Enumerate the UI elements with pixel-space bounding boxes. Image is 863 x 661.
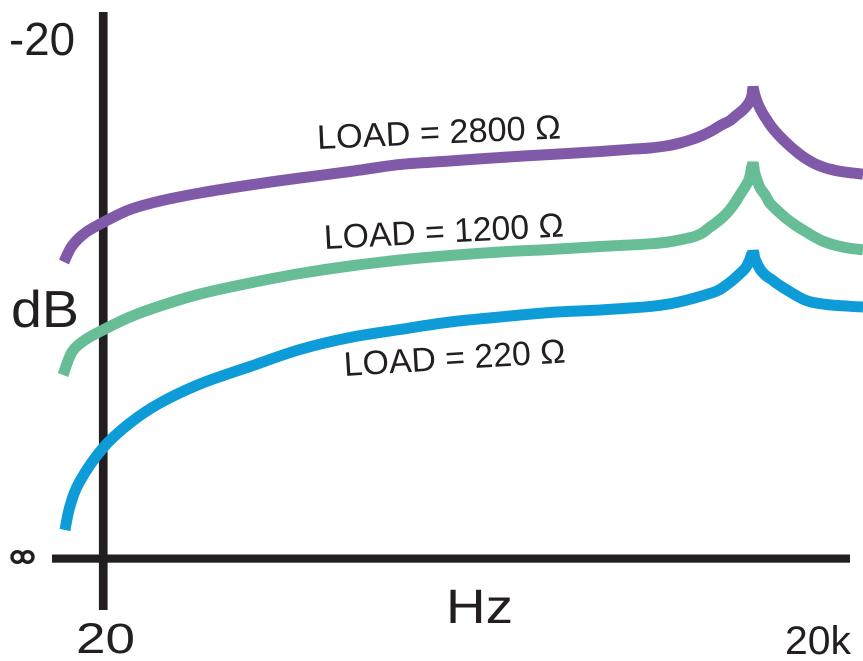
svg-text:20: 20 [76, 615, 135, 661]
svg-text:LOAD = 220 Ω: LOAD = 220 Ω [343, 333, 567, 384]
svg-text:dB: dB [11, 281, 79, 339]
svg-text:Hz: Hz [446, 580, 513, 634]
svg-text:20k: 20k [785, 619, 851, 661]
svg-text:LOAD = 2800 Ω: LOAD = 2800 Ω [316, 108, 561, 157]
svg-text:-20: -20 [9, 13, 75, 65]
